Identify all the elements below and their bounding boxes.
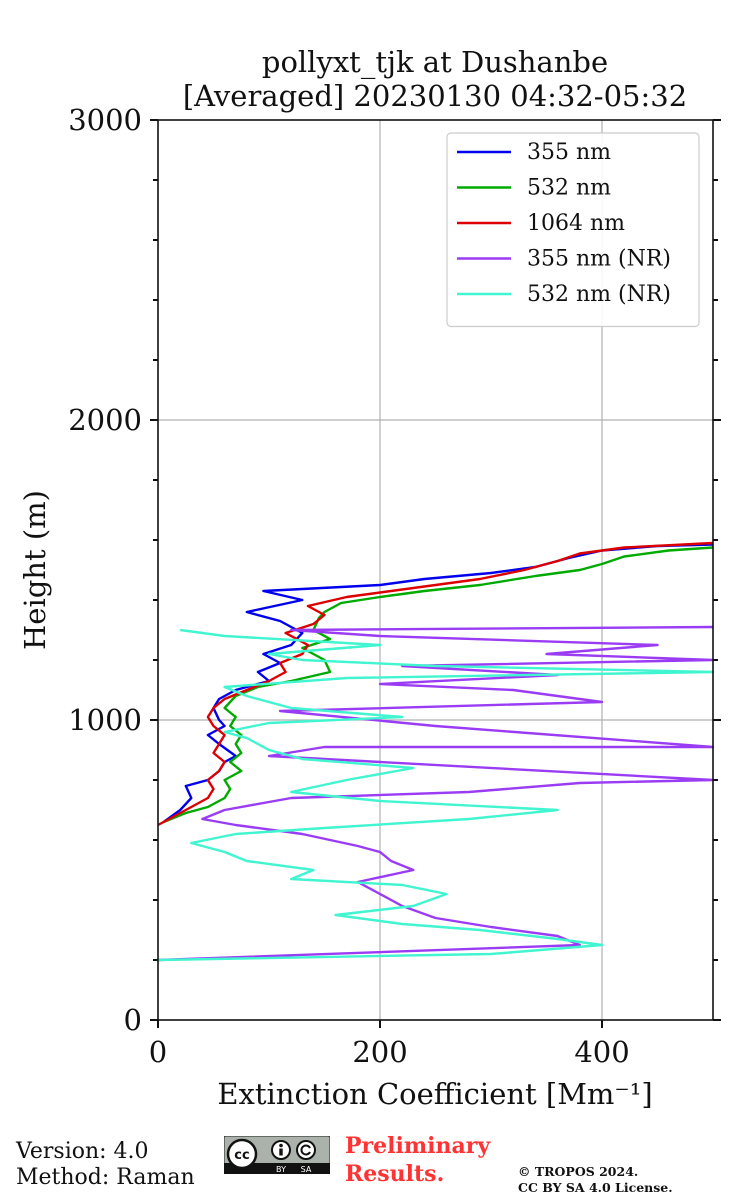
legend-label: 355 nm (NR) <box>527 247 671 272</box>
series-line <box>157 628 715 962</box>
method-text: Method: Raman <box>16 1165 195 1190</box>
x-tick-label: 0 <box>149 1035 167 1069</box>
cc-by-sa-icon: cc BY SA <box>224 1136 330 1174</box>
x-axis-label: Extinction Coefficient [Mm⁻¹] <box>217 1077 652 1111</box>
plot-frame <box>157 119 714 1021</box>
legend-label: 532 nm (NR) <box>527 282 671 307</box>
x-tick-label: 400 <box>574 1035 629 1069</box>
y-axis-label: Height (m) <box>18 490 52 650</box>
version-text: Version: 4.0 <box>16 1139 149 1164</box>
series-lines <box>157 541 715 962</box>
y-tick-label: 3000 <box>68 103 142 137</box>
preliminary-notice: Preliminary Results. <box>345 1132 490 1188</box>
series-line <box>157 541 714 827</box>
copyright-notice: © TROPOS 2024. CC BY SA 4.0 License. <box>518 1164 673 1196</box>
y-tick-label: 0 <box>124 1003 142 1037</box>
legend-box <box>446 132 700 328</box>
chart-title: pollyxt_tjk at Dushanbe <box>262 45 608 80</box>
series-line <box>157 625 715 962</box>
x-tick-label: 200 <box>352 1035 407 1069</box>
chart-subtitle: [Averaged] 20230130 04:32-05:32 <box>183 79 687 113</box>
cc-by-text: BY <box>276 1165 286 1174</box>
series-line <box>163 546 714 824</box>
preliminary-line-2: Results. <box>345 1161 445 1187</box>
cc-sa-text: SA <box>301 1165 312 1174</box>
cc-logo-text: cc <box>234 1148 249 1163</box>
y-tick-label: 1000 <box>68 703 142 737</box>
axis-ticks: 0 200 400 0 1000 2000 3000 <box>68 103 721 1069</box>
series-line <box>162 543 714 823</box>
copyright-line-1: © TROPOS 2024. <box>518 1164 639 1179</box>
legend-label: 355 nm <box>527 140 611 165</box>
legend: 355 nm 532 nm 1064 nm 355 nm (NR) 532 nm (NR… <box>446 132 700 328</box>
legend-label: 532 nm <box>527 176 611 201</box>
preliminary-line-1: Preliminary <box>345 1133 491 1159</box>
legend-label: 1064 nm <box>527 211 625 236</box>
y-tick-label: 2000 <box>68 403 142 437</box>
footer-info: Version: 4.0 Method: Raman <box>16 1139 195 1191</box>
copyright-line-2: CC BY SA 4.0 License. <box>518 1180 673 1195</box>
